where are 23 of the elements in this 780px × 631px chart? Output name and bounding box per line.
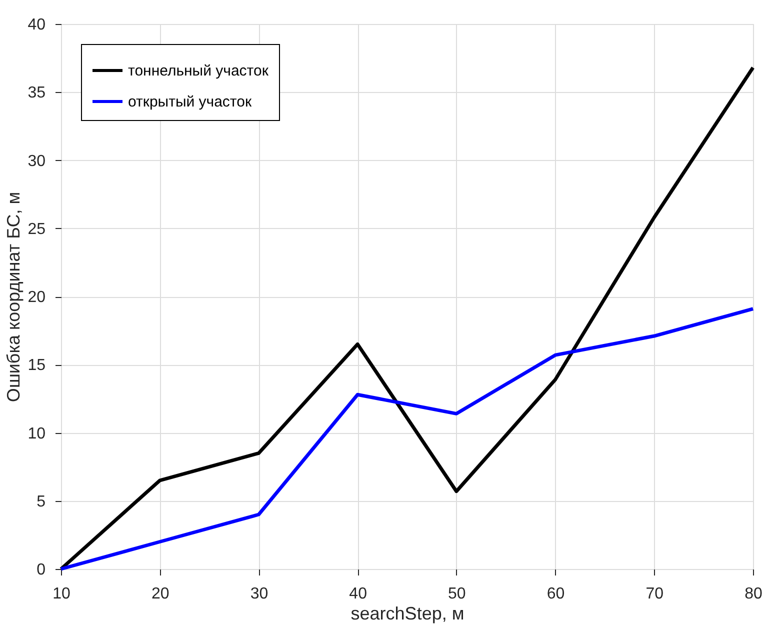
x-tick-label: 70 [646,586,664,602]
y-tick-label: 10 [28,425,46,442]
y-tick-label: 20 [28,289,46,306]
y-tick-label: 35 [28,84,46,102]
legend-label: тоннельный участок [128,62,269,80]
y-tick-label: 5 [36,493,46,510]
y-tick-label: 0 [36,562,46,578]
y-tick-label: 40 [28,16,46,34]
x-tick-label: 50 [448,586,466,602]
x-tick-label: 20 [151,586,170,602]
x-tick-label: 40 [349,586,368,602]
y-tick-label: 25 [28,220,46,238]
x-tick-label: 80 [744,586,762,602]
x-tick-label: 60 [546,586,565,602]
x-tick-label: 30 [250,586,268,602]
y-tick-label: 15 [28,357,46,374]
x-tick-label: 10 [52,586,70,602]
line-series [59,307,755,571]
y-axis-title: Ошибка координат БС, м [4,192,24,402]
y-tick-label: 30 [28,152,46,170]
line-series [59,66,755,571]
legend-label: открытый участок [128,94,252,110]
x-axis-title: searchStep, м [350,604,464,624]
